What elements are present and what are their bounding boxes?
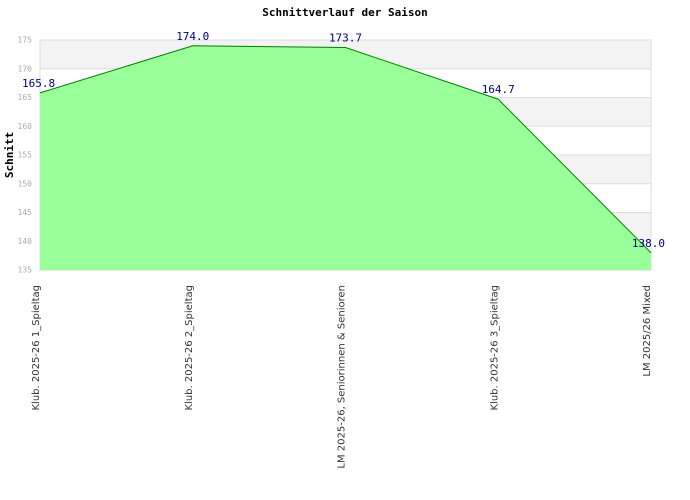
value-label: 174.0 (176, 30, 209, 43)
x-tick-label: Klub. 2025-26 1_Spieltag (31, 285, 42, 411)
x-tick-label: Klub. 2025-26 2_Spieltag (184, 285, 195, 411)
value-label: 138.0 (632, 237, 665, 250)
area (40, 45, 651, 270)
y-tick-label: 165 (18, 93, 33, 102)
y-axis-label: Schnitt (3, 132, 16, 178)
y-tick-label: 170 (18, 64, 33, 73)
y-tick-label: 150 (18, 179, 33, 188)
line (39, 45, 652, 254)
x-tick-label: LM 2025-26, Seniorinnen & Senioren (337, 285, 348, 469)
value-label: 164.7 (482, 83, 515, 96)
x-tick-label: Klub. 2025-26 3_Spieltag (489, 285, 500, 411)
chart-title: Schnittverlauf der Saison (262, 6, 428, 19)
y-tick-label: 160 (18, 122, 33, 131)
y-tick-label: 135 (18, 266, 33, 275)
value-label: 173.7 (329, 31, 362, 44)
y-tick-label: 175 (18, 36, 33, 45)
value-label: 165.8 (22, 77, 55, 90)
y-tick-label: 145 (18, 208, 33, 217)
x-tick-label: LM 2025/26 Mixed (642, 285, 653, 377)
y-tick-label: 140 (18, 237, 33, 246)
y-tick-label: 155 (18, 151, 33, 160)
